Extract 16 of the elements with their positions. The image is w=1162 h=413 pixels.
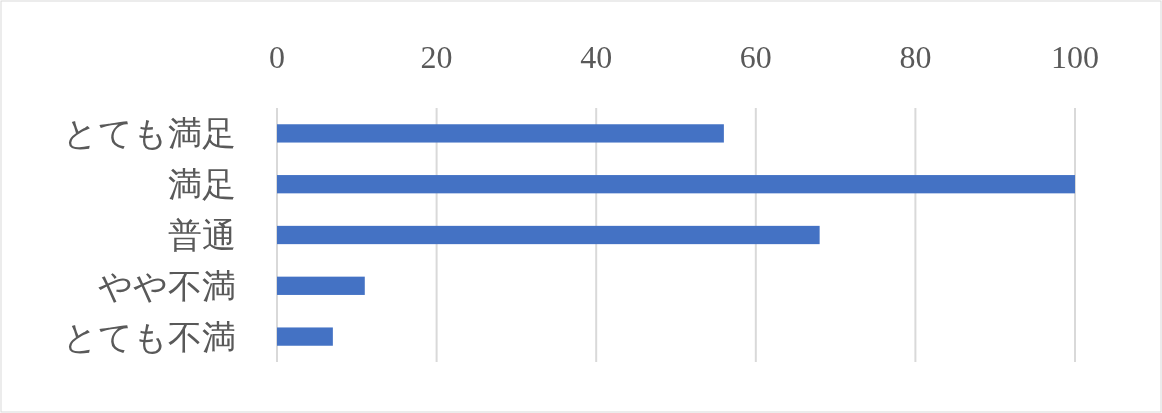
y-tick-label: 普通 — [168, 217, 236, 254]
x-tick-label: 40 — [580, 39, 613, 75]
y-tick-label: やや不満 — [98, 267, 236, 305]
bar — [277, 124, 724, 143]
bar — [277, 175, 1075, 194]
bar — [277, 327, 333, 346]
bar — [277, 225, 820, 245]
y-tick-label: とても不満 — [63, 318, 236, 356]
x-tick-label: 60 — [739, 39, 772, 75]
x-tick-label: 100 — [1051, 39, 1099, 75]
x-tick-label: 80 — [899, 39, 932, 75]
x-tick-label: 20 — [420, 39, 453, 75]
bar — [277, 276, 365, 295]
x-tick-label: 0 — [269, 39, 285, 75]
y-tick-label: 満足 — [168, 166, 236, 204]
y-tick-label: とても満足 — [63, 115, 236, 153]
